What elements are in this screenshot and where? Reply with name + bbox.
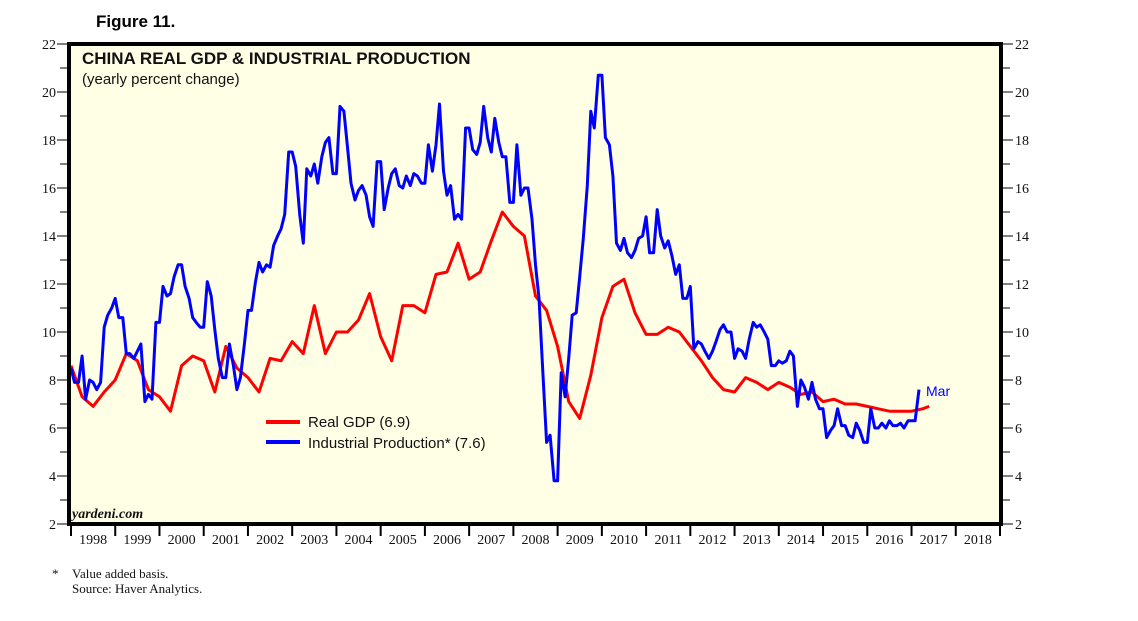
- x-tick-label: 1998: [79, 533, 107, 548]
- plot-area: [69, 44, 1001, 524]
- y-tick-label-right: 12: [1015, 278, 1029, 293]
- footnote-asterisk: *: [52, 566, 59, 581]
- x-tick-label: 2003: [300, 533, 328, 548]
- plot-frame: [67, 42, 1003, 526]
- x-tick-label: 2001: [212, 533, 240, 548]
- x-tick-label: 2006: [433, 533, 461, 548]
- y-tick-label-right: 4: [1015, 470, 1022, 485]
- x-tick-label: 2010: [610, 533, 638, 548]
- x-tick-label: 2015: [831, 533, 859, 548]
- y-tick-label-left: 10: [42, 326, 56, 341]
- y-tick-label-right: 2: [1015, 518, 1022, 533]
- x-tick-label: 2013: [743, 533, 771, 548]
- y-tick-label-left: 6: [49, 422, 56, 437]
- y-tick-label-left: 22: [42, 38, 56, 53]
- left-y-axis: 2 4 6 8 10 12 14 16 18 20 22: [42, 38, 69, 533]
- y-tick-label-right: 10: [1015, 326, 1029, 341]
- y-tick-label-left: 4: [49, 470, 56, 485]
- y-tick-label-left: 20: [42, 86, 56, 101]
- x-tick-label: 1999: [123, 533, 151, 548]
- end-annotation-mar: Mar: [926, 383, 950, 399]
- x-tick-label: 2016: [875, 533, 903, 548]
- x-tick-label: 2004: [345, 533, 373, 548]
- x-tick-label: 2007: [477, 533, 505, 548]
- y-tick-label-right: 8: [1015, 374, 1022, 389]
- footnote-value-added: Value added basis.: [72, 566, 168, 581]
- y-tick-label-right: 16: [1015, 182, 1029, 197]
- series-line-real-gdp: [69, 210, 930, 420]
- legend: Real GDP (6.9) Industrial Production* (7…: [266, 414, 486, 452]
- x-tick-label: 2005: [389, 533, 417, 548]
- series-line-industrial-production: [69, 73, 921, 483]
- x-tick-label: 2011: [654, 533, 681, 548]
- x-tick-label: 2014: [787, 533, 815, 548]
- y-tick-label-left: 8: [49, 374, 56, 389]
- series-layer: [69, 73, 930, 483]
- x-tick-label: 2002: [256, 533, 284, 548]
- watermark: yardeni.com: [70, 507, 143, 522]
- y-tick-label-left: 2: [49, 518, 56, 533]
- x-tick-label: 2012: [698, 533, 726, 548]
- y-tick-label-left: 16: [42, 182, 56, 197]
- y-tick-label-left: 14: [42, 230, 56, 245]
- footnote-source: Source: Haver Analytics.: [72, 581, 202, 596]
- right-y-axis: 2 4 6 8 10 12 14 16 18 20 22: [1001, 38, 1029, 533]
- y-tick-label-left: 18: [42, 134, 56, 149]
- x-tick-label: 2009: [566, 533, 594, 548]
- y-tick-label-right: 18: [1015, 134, 1029, 149]
- y-tick-label-left: 12: [42, 278, 56, 293]
- legend-label-gdp: Real GDP (6.9): [308, 414, 410, 431]
- x-tick-label: 2000: [168, 533, 196, 548]
- x-tick-label: 2018: [964, 533, 992, 548]
- y-tick-label-right: 6: [1015, 422, 1022, 437]
- x-tick-label: 2017: [920, 533, 948, 548]
- chart-title: CHINA REAL GDP & INDUSTRIAL PRODUCTION: [82, 49, 471, 68]
- y-tick-label-right: 22: [1015, 38, 1029, 53]
- y-tick-label-right: 14: [1015, 230, 1029, 245]
- x-axis: 1998 1999 2000 2001 2002 2003 2004 2005 2006 2007…: [70, 524, 1001, 548]
- legend-label-ip: Industrial Production* (7.6): [308, 435, 486, 452]
- chart-subtitle: (yearly percent change): [82, 71, 240, 88]
- figure-label: Figure 11.: [96, 12, 175, 31]
- y-tick-label-right: 20: [1015, 86, 1029, 101]
- x-tick-label: 2008: [522, 533, 550, 548]
